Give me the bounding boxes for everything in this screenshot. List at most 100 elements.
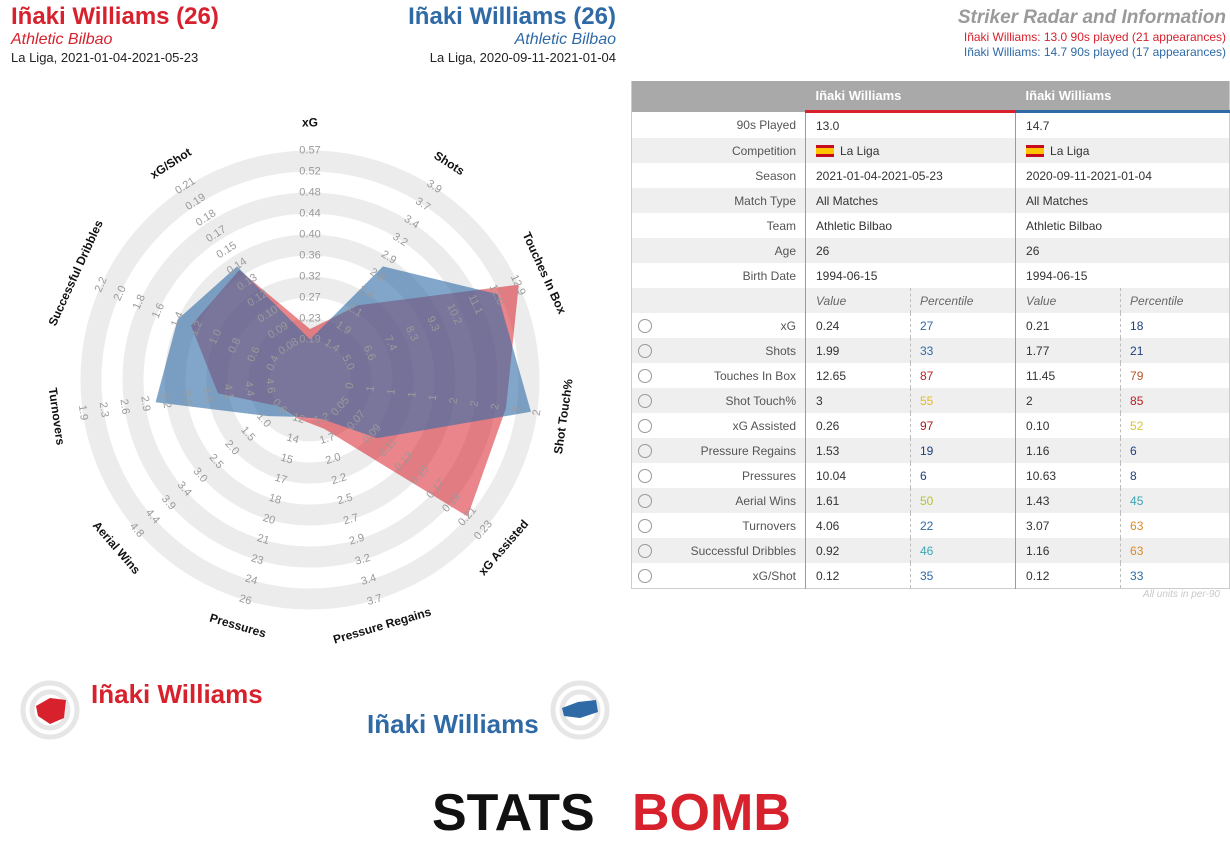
player1-metric-value: 10.04 bbox=[816, 468, 847, 483]
radar-ring bbox=[80, 150, 540, 610]
row-label: Birth Date bbox=[631, 263, 806, 288]
radar-tick-label: 2 bbox=[448, 397, 461, 405]
radar-tick-label: 2.2 bbox=[330, 471, 348, 487]
player2-value: La Liga bbox=[1050, 143, 1090, 158]
table-corner bbox=[631, 81, 806, 112]
radar-tick-label: 1.6 bbox=[150, 301, 167, 320]
metric-label: Pressure Regains bbox=[700, 443, 796, 458]
metric-icon bbox=[638, 544, 652, 558]
player1-metric-value: 0.12 bbox=[816, 568, 840, 583]
player2-metric-value: 1.43 bbox=[1015, 488, 1121, 513]
player1-value: 13.0 bbox=[816, 118, 840, 133]
metric-row: xG 0.24 27 0.21 18 bbox=[631, 313, 1230, 338]
player1-team: Athletic Bilbao bbox=[11, 31, 113, 48]
player2-metric-value: 3.07 bbox=[1015, 513, 1121, 538]
table-row: Competition La Liga La Liga bbox=[631, 138, 1230, 163]
player1-summary: Iñaki Williams: 13.0 90s played (21 appe… bbox=[963, 30, 1226, 44]
radar-tick-label: 0.57 bbox=[299, 144, 320, 156]
player1-metric-value: 0.26 bbox=[816, 418, 840, 433]
player1-cell: 26 bbox=[805, 238, 1016, 263]
logo-bomb-text: BOMB bbox=[632, 786, 791, 836]
player2-metric-value: 1.77 bbox=[1015, 338, 1121, 363]
radar-tick-label: 1.2 bbox=[188, 319, 205, 338]
player2-summary: Iñaki Williams: 14.7 90s played (17 appe… bbox=[963, 45, 1226, 59]
radar-tick-label: 3.5 bbox=[180, 389, 194, 406]
player1-value: Athletic Bilbao bbox=[816, 218, 893, 233]
player1-percentile: 19 bbox=[909, 438, 1016, 463]
metric-icon bbox=[638, 319, 652, 333]
radar-tick-label: 2.0 bbox=[112, 284, 129, 303]
row-label: Match Type bbox=[631, 188, 806, 213]
metric-row: Touches In Box 12.65 87 11.45 79 bbox=[631, 363, 1230, 388]
player1-percentile: 35 bbox=[909, 563, 1016, 589]
player2-metric-value: 0.12 bbox=[1015, 563, 1121, 589]
player2-legend-icon bbox=[550, 680, 610, 740]
player1-cell: 2021-01-04-2021-05-23 bbox=[806, 163, 1016, 188]
metric-row: Shots 1.99 33 1.77 21 bbox=[631, 338, 1230, 363]
metric-row: xG/Shot 0.12 35 0.12 33 bbox=[631, 563, 1230, 589]
metric-label: Aerial Wins bbox=[735, 493, 796, 508]
logo-stats-text: STATS bbox=[432, 786, 595, 836]
radar-tick-label: 14 bbox=[285, 431, 300, 446]
player2-metric-value: 11.45 bbox=[1015, 363, 1121, 388]
metric-label: Successful Dribbles bbox=[690, 543, 796, 558]
player1-cell: 1994-06-15 bbox=[806, 263, 1016, 288]
player2-metric-value: 1.16 bbox=[1015, 538, 1121, 563]
player1-percentile: 87 bbox=[909, 363, 1016, 388]
player1-metric-value: 1.61 bbox=[805, 488, 911, 513]
player2-percentile: 63 bbox=[1120, 538, 1230, 563]
player1-legend-label: Iñaki Williams bbox=[91, 679, 263, 709]
table-row: Match Type All Matches All Matches bbox=[631, 188, 1230, 213]
radar-axis-label: Turnovers bbox=[46, 387, 68, 447]
metric-icon bbox=[638, 369, 652, 383]
radar-title: Striker Radar and Information bbox=[957, 7, 1226, 28]
row-label: Competition bbox=[631, 138, 806, 163]
player1-percentile: 6 bbox=[909, 463, 1016, 488]
radar-tick-label: 1.7 bbox=[318, 431, 336, 447]
radar-tick-label: 0.40 bbox=[299, 228, 320, 240]
radar-tick-label: 1 bbox=[427, 394, 440, 402]
metric-row: xG Assisted 0.26 97 0.10 52 bbox=[631, 413, 1230, 438]
radar-title-block: Striker Radar and Information Iñaki Will… bbox=[958, 6, 1226, 60]
metric-icon bbox=[638, 419, 652, 433]
player1-percentile: 50 bbox=[909, 488, 1016, 513]
metric-icon bbox=[638, 444, 652, 458]
player2-value: 2020-09-11-2021-01-04 bbox=[1026, 168, 1152, 183]
player1-percentile: 97 bbox=[909, 413, 1016, 438]
radar-tick-label: 17 bbox=[273, 472, 288, 487]
player2-name: Iñaki Williams (26) bbox=[408, 3, 616, 30]
player1-value: 26 bbox=[816, 243, 830, 258]
player1-metric-value: 0.92 bbox=[805, 538, 911, 563]
radar-tick-label: 1 bbox=[385, 388, 398, 396]
radar-axis-label: Shots bbox=[431, 148, 467, 178]
player1-percentile: 22 bbox=[909, 513, 1016, 538]
radar-tick-label: 2 bbox=[489, 403, 502, 411]
player2-value: 26 bbox=[1026, 243, 1040, 258]
player1-name: Iñaki Williams (26) bbox=[11, 3, 219, 30]
radar-axis-label: Pressure Regains bbox=[332, 605, 434, 647]
player2-value: All Matches bbox=[1026, 193, 1089, 208]
radar-tick-label: 2.9 bbox=[348, 532, 366, 548]
player1-cell: Athletic Bilbao bbox=[806, 213, 1016, 238]
radar-tick-label: 2.5 bbox=[336, 491, 354, 507]
player2-metric-value: 0.21 bbox=[1015, 313, 1121, 338]
player1-value: 1994-06-15 bbox=[816, 268, 878, 283]
player2-percentile: 33 bbox=[1120, 563, 1230, 589]
radar-tick-label: 1.2 bbox=[312, 411, 330, 427]
percentile-header: Percentile bbox=[1120, 288, 1230, 313]
player2-metric-value: 10.63 bbox=[1015, 463, 1121, 488]
radar-tick-label: 0.27 bbox=[299, 291, 320, 303]
player1-metric-value: 12.65 bbox=[816, 368, 847, 383]
radar-tick-label: 12 bbox=[291, 411, 306, 426]
player2-cell: Athletic Bilbao bbox=[1015, 213, 1230, 238]
metric-row: Aerial Wins 1.61 50 1.43 45 bbox=[631, 488, 1230, 513]
metric-label: Pressures bbox=[741, 468, 796, 483]
radar-tick-label: 0.8 bbox=[226, 336, 243, 355]
radar-tick-label: 0.23 bbox=[299, 312, 320, 324]
player2-cell: 1994-06-15 bbox=[1015, 263, 1230, 288]
player2-legend-label: Iñaki Williams bbox=[367, 709, 539, 739]
player2-metric-value: 0.10 bbox=[1015, 413, 1121, 438]
info-table: Iñaki Williams Iñaki Williams 90s Played… bbox=[631, 81, 1230, 589]
radar-tick-label: 4.6 bbox=[263, 377, 277, 394]
radar-tick-label: 0.19 bbox=[299, 333, 320, 345]
